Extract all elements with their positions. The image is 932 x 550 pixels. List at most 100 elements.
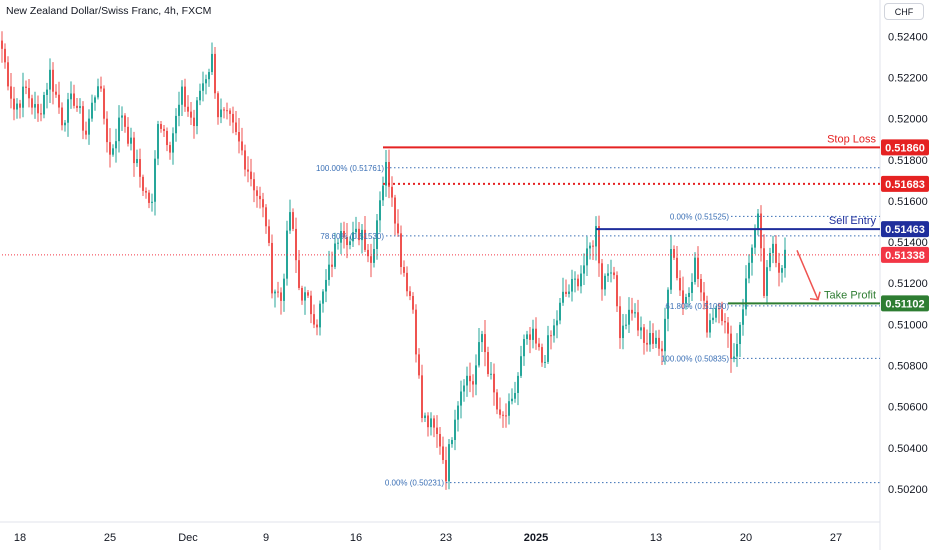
candle-body: [328, 264, 330, 280]
candle-body: [622, 325, 624, 339]
stop-loss-label: Stop Loss: [827, 133, 876, 145]
candle-body: [724, 321, 726, 323]
candle-body: [19, 103, 21, 108]
candle-body: [748, 262, 750, 279]
candle-body: [115, 141, 117, 149]
candle-body: [271, 242, 273, 294]
candle-body: [172, 133, 174, 153]
candle-body: [454, 419, 456, 440]
candle-body: [607, 273, 609, 276]
candle-body: [508, 401, 510, 416]
candle-body: [382, 185, 384, 201]
candle-body: [106, 118, 108, 143]
fib-level-label: 0.00% (0.51525): [670, 212, 729, 221]
candle-body: [97, 86, 99, 98]
candle-body: [409, 291, 411, 297]
candle-body: [511, 398, 513, 402]
candle-body: [160, 124, 162, 129]
candle-body: [199, 90, 201, 101]
price-tick-label: 0.52400: [888, 31, 928, 43]
candle-body: [385, 162, 387, 186]
candle-body: [679, 278, 681, 291]
candle-body: [529, 334, 531, 340]
candle-body: [628, 309, 630, 325]
candle-body: [319, 303, 321, 328]
candle-body: [244, 150, 246, 170]
time-tick-label: 13: [650, 532, 662, 544]
candle-body: [565, 291, 567, 294]
candle-body: [301, 287, 303, 301]
candle-body: [469, 375, 471, 382]
take-profit-tag: [881, 295, 929, 312]
candle-body: [340, 231, 342, 243]
candle-body: [22, 86, 24, 108]
candle-body: [376, 220, 378, 249]
candle-body: [571, 278, 573, 292]
candle-body: [685, 296, 687, 304]
candle-body: [715, 308, 717, 318]
candle-body: [403, 267, 405, 273]
candle-body: [655, 337, 657, 344]
candle-body: [187, 106, 189, 112]
candle-body: [136, 159, 138, 164]
candle-body: [181, 86, 183, 105]
candle-body: [745, 278, 747, 310]
candle-body: [451, 439, 453, 445]
candle-body: [67, 99, 69, 123]
candle-body: [157, 124, 159, 159]
candle-body: [358, 228, 360, 241]
candle-body: [112, 148, 114, 155]
candle-body: [121, 115, 123, 118]
candle-body: [154, 158, 156, 202]
candle-body: [268, 226, 270, 243]
candle-body: [727, 322, 729, 334]
candle-body: [739, 324, 741, 345]
candle-body: [766, 267, 768, 296]
candle-body: [592, 245, 594, 247]
candle-body: [754, 229, 756, 248]
candle-body: [388, 162, 390, 187]
candle-body: [226, 110, 228, 112]
price-tick-label: 0.52000: [888, 114, 928, 126]
currency-button[interactable]: CHF: [884, 3, 924, 20]
candles-group: [1, 31, 786, 490]
candle-body: [505, 415, 507, 417]
candle-body: [613, 272, 615, 276]
candle-body: [13, 98, 15, 110]
candle-body: [292, 212, 294, 229]
candle-body: [73, 93, 75, 106]
candle-body: [457, 405, 459, 420]
candle-body: [466, 375, 468, 386]
candle-body: [235, 122, 237, 133]
candle-body: [394, 197, 396, 224]
candle-body: [658, 337, 660, 349]
candle-body: [190, 111, 192, 118]
candle-body: [64, 122, 66, 126]
candle-body: [211, 53, 213, 73]
candle-body: [163, 128, 165, 131]
candle-body: [532, 328, 534, 340]
candle-body: [436, 427, 438, 435]
candle-body: [37, 104, 39, 114]
fib-level-label: 0.00% (0.50231): [385, 479, 444, 488]
time-tick-label: 9: [263, 532, 269, 544]
candle-body: [1, 40, 3, 49]
candle-body: [625, 324, 627, 326]
candle-body: [229, 110, 231, 114]
candle-body: [391, 186, 393, 198]
time-tick-label: 2025: [524, 532, 548, 544]
candle-body: [580, 273, 582, 287]
candle-body: [643, 327, 645, 343]
candle-body: [493, 373, 495, 393]
candle-body: [151, 201, 153, 203]
candle-body: [706, 300, 708, 333]
time-tick-label: 23: [440, 532, 452, 544]
candle-body: [730, 333, 732, 359]
candle-body: [598, 226, 600, 264]
candle-body: [568, 291, 570, 294]
candle-body: [82, 106, 84, 131]
time-tick-label: Dec: [178, 532, 198, 544]
candle-body: [400, 233, 402, 268]
